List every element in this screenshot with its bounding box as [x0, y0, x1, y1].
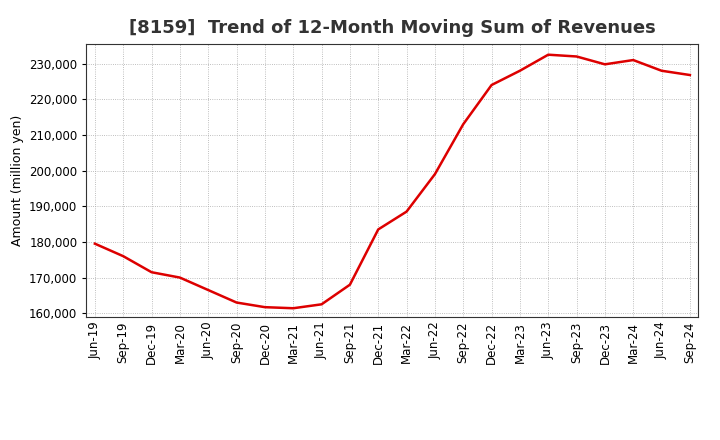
Y-axis label: Amount (million yen): Amount (million yen): [11, 115, 24, 246]
Title: [8159]  Trend of 12-Month Moving Sum of Revenues: [8159] Trend of 12-Month Moving Sum of R…: [129, 19, 656, 37]
